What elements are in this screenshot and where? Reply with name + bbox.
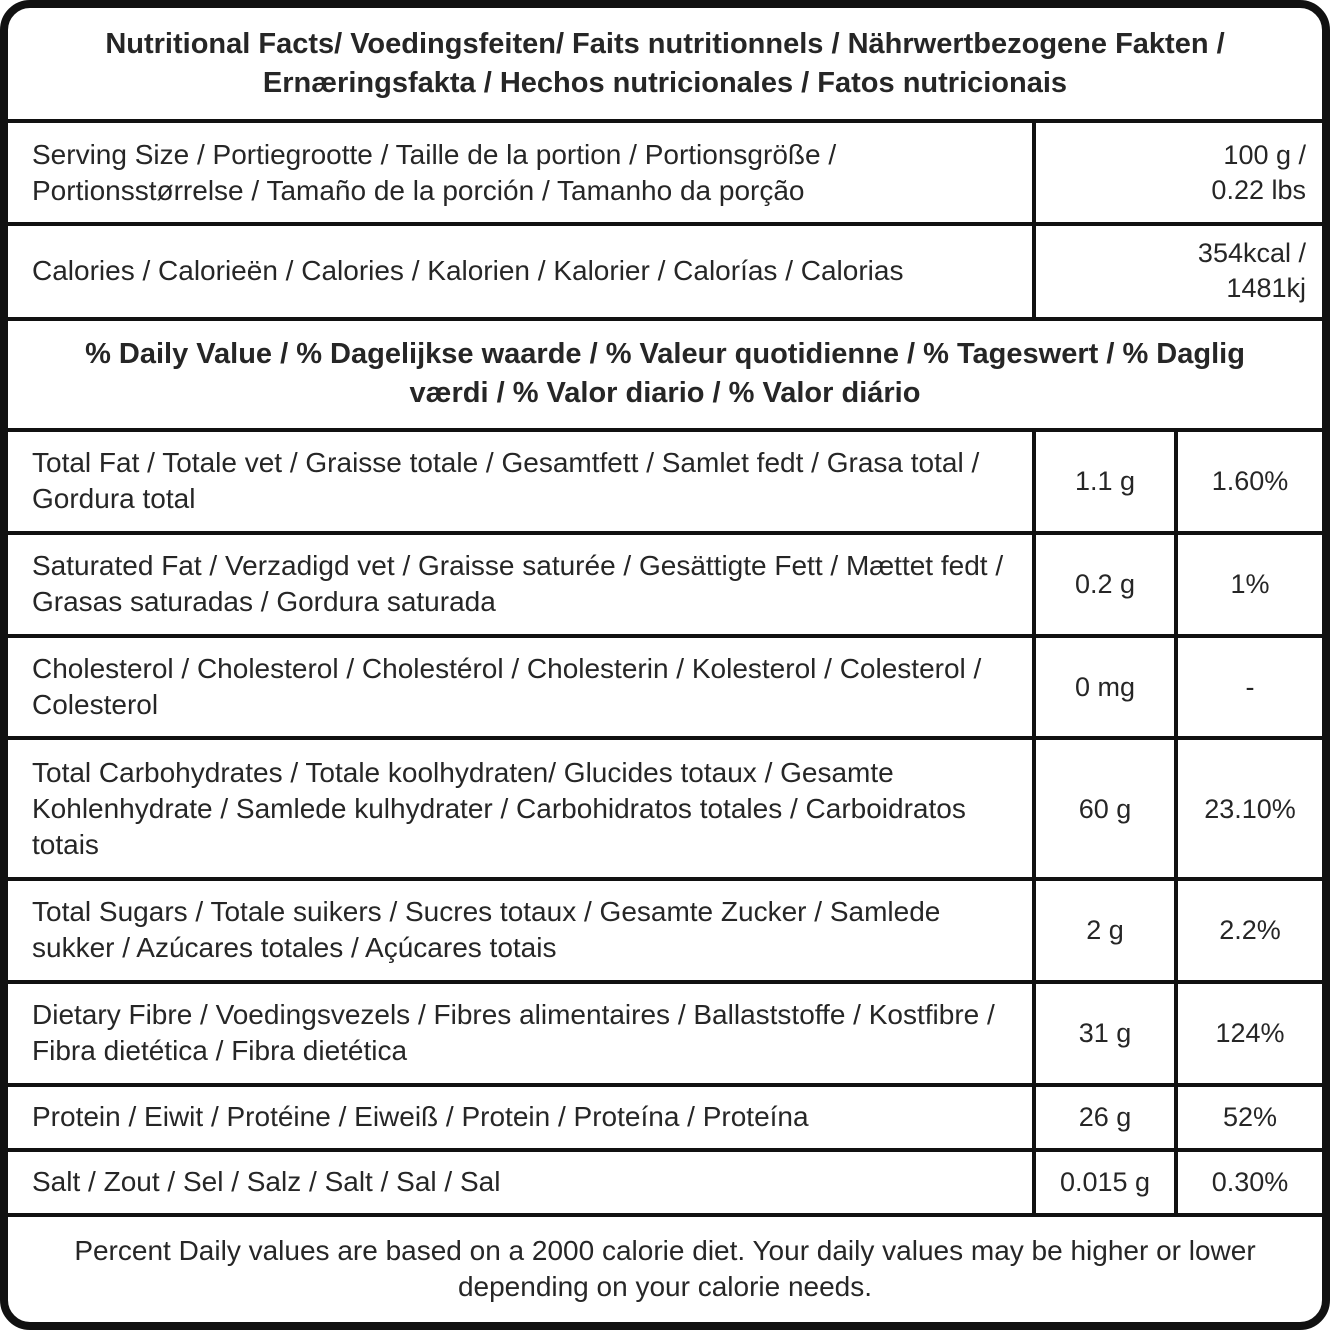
nutrient-amount: 26 g [1032,1082,1178,1152]
footnote-row: Percent Daily values are based on a 2000… [8,1212,1322,1322]
serving-size-label: Serving Size / Portiegrootte / Taille de… [8,119,1036,227]
nutrient-row-dietary-fibre: Dietary Fibre / Voedingsvezels / Fibres … [8,979,1322,1087]
calories-value: 354kcal / 1481kj [1032,222,1322,321]
nutrient-label: Salt / Zout / Sel / Salz / Salt / Sal / … [8,1147,1036,1217]
nutrient-label: Dietary Fibre / Voedingsvezels / Fibres … [8,979,1036,1087]
nutrient-row-total-fat: Total Fat / Totale vet / Graisse totale … [8,427,1322,535]
calories-label: Calories / Calorieën / Calories / Kalori… [8,222,1036,321]
nutrient-label: Protein / Eiwit / Protéine / Eiweiß / Pr… [8,1082,1036,1152]
nutrient-amount: 0 mg [1032,633,1178,741]
calories-row: Calories / Calorieën / Calories / Kalori… [8,222,1322,321]
nutrient-percent: 124% [1174,979,1322,1087]
nutrient-row-saturated-fat: Saturated Fat / Verzadigd vet / Graisse … [8,530,1322,638]
nutrient-amount: 1.1 g [1032,427,1178,535]
nutrient-amount: 0.015 g [1032,1147,1178,1217]
nutrient-percent: 1.60% [1174,427,1322,535]
nutrient-label: Saturated Fat / Verzadigd vet / Graisse … [8,530,1036,638]
nutrition-table: Nutritional Facts/ Voedingsfeiten/ Faits… [8,8,1322,1322]
nutrient-label: Total Fat / Totale vet / Graisse totale … [8,427,1036,535]
nutrient-percent: 1% [1174,530,1322,638]
nutrient-amount: 0.2 g [1032,530,1178,638]
nutrient-amount: 60 g [1032,736,1178,882]
nutrient-row-protein: Protein / Eiwit / Protéine / Eiweiß / Pr… [8,1082,1322,1152]
label-title: Nutritional Facts/ Voedingsfeiten/ Faits… [8,8,1322,124]
nutrient-percent: 23.10% [1174,736,1322,882]
serving-size-value: 100 g / 0.22 lbs [1032,119,1322,227]
nutrient-amount: 2 g [1032,877,1178,984]
daily-value-heading-row: % Daily Value / % Dagelijkse waarde / % … [8,316,1322,432]
daily-value-heading: % Daily Value / % Dagelijkse waarde / % … [8,316,1322,432]
nutrient-label: Total Carbohydrates / Totale koolhydrate… [8,736,1036,882]
nutrient-percent: - [1174,633,1322,741]
nutrient-row-cholesterol: Cholesterol / Cholesterol / Cholestérol … [8,633,1322,741]
daily-values-footnote: Percent Daily values are based on a 2000… [8,1212,1322,1322]
nutrient-row-total-sugars: Total Sugars / Totale suikers / Sucres t… [8,877,1322,984]
title-row: Nutritional Facts/ Voedingsfeiten/ Faits… [8,8,1322,124]
serving-size-row: Serving Size / Portiegrootte / Taille de… [8,119,1322,227]
nutrient-row-total-carbohydrates: Total Carbohydrates / Totale koolhydrate… [8,736,1322,882]
nutrient-row-salt: Salt / Zout / Sel / Salz / Salt / Sal / … [8,1147,1322,1217]
nutrient-percent: 0.30% [1174,1147,1322,1217]
nutrient-percent: 52% [1174,1082,1322,1152]
nutrient-amount: 31 g [1032,979,1178,1087]
nutrient-label: Cholesterol / Cholesterol / Cholestérol … [8,633,1036,741]
nutrient-percent: 2.2% [1174,877,1322,984]
nutrient-label: Total Sugars / Totale suikers / Sucres t… [8,877,1036,984]
